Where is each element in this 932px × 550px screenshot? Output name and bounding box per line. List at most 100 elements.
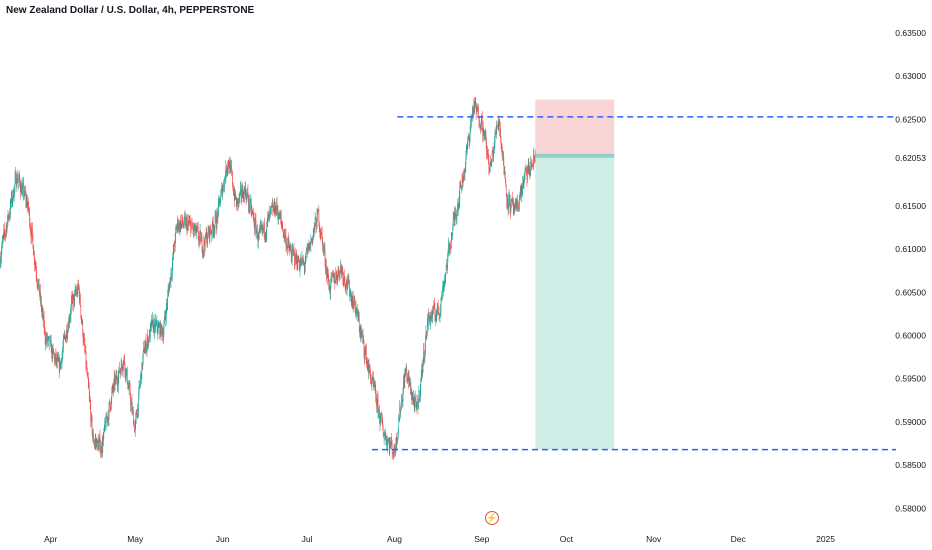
candle (33, 244, 35, 257)
candle-body (213, 230, 215, 233)
candle-body (348, 279, 350, 285)
candle-body (125, 368, 127, 378)
candle-body (462, 176, 463, 182)
candle-body (352, 300, 353, 307)
candle-body (80, 296, 81, 306)
candle-body (457, 206, 459, 210)
candle (307, 244, 309, 250)
candle (294, 259, 296, 271)
candle (398, 416, 400, 422)
candle (247, 184, 249, 202)
time-axis[interactable]: Apr May Jun Jul Aug Sep Oct Nov Dec 2025 (44, 534, 835, 544)
candle (294, 249, 295, 269)
candle (3, 224, 5, 240)
candle (246, 189, 247, 203)
candle (243, 185, 245, 194)
level-lines[interactable] (371, 116, 896, 451)
candle-body (186, 219, 187, 223)
candle-body (514, 205, 516, 207)
candle-body (408, 372, 409, 382)
candle (228, 156, 230, 169)
candle-body (481, 117, 482, 129)
candle (238, 193, 240, 208)
candle (27, 197, 29, 212)
candle-body (7, 215, 8, 226)
candle-body (207, 230, 209, 233)
candle (529, 169, 531, 178)
candle (466, 143, 467, 161)
candle (272, 199, 274, 216)
candle (376, 397, 377, 413)
candle-body (437, 303, 438, 311)
candle (396, 432, 397, 447)
candle (193, 222, 195, 238)
candle-body (297, 263, 298, 269)
candle-body (511, 198, 513, 201)
candle-body (219, 198, 220, 200)
candle-body (159, 324, 161, 336)
candle (248, 194, 249, 214)
candle (444, 272, 446, 286)
candle-body (509, 194, 510, 206)
candle (273, 205, 275, 212)
price-tick: 0.59000 (895, 417, 926, 427)
candle (330, 272, 332, 289)
candle-body (320, 234, 322, 238)
candle (58, 357, 60, 379)
candle (477, 103, 479, 109)
candle (370, 369, 371, 385)
candle-body (355, 308, 357, 314)
price-tick: 0.59500 (895, 374, 926, 384)
candle-body (487, 149, 488, 155)
candle (173, 243, 175, 261)
candle (353, 301, 354, 310)
candle (155, 320, 157, 333)
position-tool[interactable] (535, 99, 615, 450)
price-axis[interactable]: 0.635000.630000.625000.615000.610000.605… (895, 28, 926, 513)
candle (189, 214, 191, 224)
candle (296, 256, 298, 271)
candle (35, 261, 37, 269)
candle (304, 261, 305, 275)
candle-body (245, 193, 247, 200)
candle (254, 217, 256, 235)
candle (20, 183, 22, 195)
candle-body (223, 184, 224, 187)
candle (14, 184, 15, 198)
candle (288, 236, 289, 248)
candle-body (69, 319, 70, 323)
candle-body (484, 131, 486, 133)
candle-body (113, 387, 114, 390)
candle-body (59, 361, 60, 371)
candle-body (448, 245, 449, 254)
candle (10, 191, 12, 209)
candle (272, 197, 273, 207)
candle-body (170, 277, 171, 282)
candle (32, 221, 33, 242)
candle (101, 449, 103, 457)
candle-body (351, 300, 353, 303)
candle (339, 270, 340, 282)
candle-body (430, 314, 431, 321)
lightning-icon[interactable]: ⚡ (485, 511, 499, 525)
candle-body (494, 133, 496, 143)
candle-body (221, 185, 223, 195)
candle-body (193, 226, 195, 231)
candle (210, 223, 212, 235)
candle (250, 194, 252, 204)
candle (52, 344, 53, 362)
candle (95, 433, 96, 450)
candle-body (229, 162, 230, 173)
candle (348, 274, 350, 288)
candle (431, 309, 432, 321)
candle (174, 232, 176, 252)
candle (181, 214, 183, 230)
candle (72, 290, 74, 311)
candle-body (488, 157, 490, 169)
candle-body (533, 155, 535, 158)
candle-body (292, 248, 294, 251)
candle-body (71, 301, 72, 308)
candle (457, 204, 459, 212)
candle (364, 346, 366, 364)
